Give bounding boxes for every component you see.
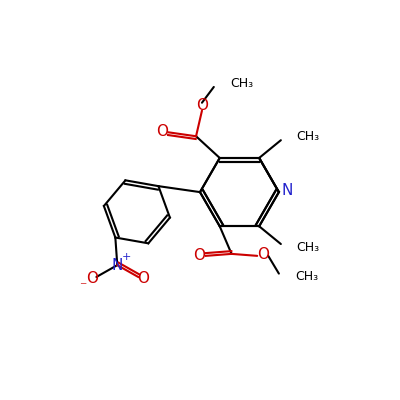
Text: ⁻: ⁻: [79, 280, 87, 294]
Text: CH₃: CH₃: [297, 242, 320, 254]
Text: O: O: [257, 247, 269, 262]
Text: CH₃: CH₃: [296, 270, 318, 283]
Text: CH₃: CH₃: [297, 130, 320, 143]
Text: O: O: [193, 248, 205, 263]
Text: O: O: [137, 272, 149, 286]
Text: O: O: [86, 272, 98, 286]
Text: O: O: [156, 124, 168, 139]
Text: +: +: [121, 252, 131, 262]
Text: CH₃: CH₃: [230, 77, 254, 90]
Text: N: N: [112, 258, 123, 273]
Text: N: N: [282, 183, 293, 198]
Text: O: O: [196, 98, 208, 113]
